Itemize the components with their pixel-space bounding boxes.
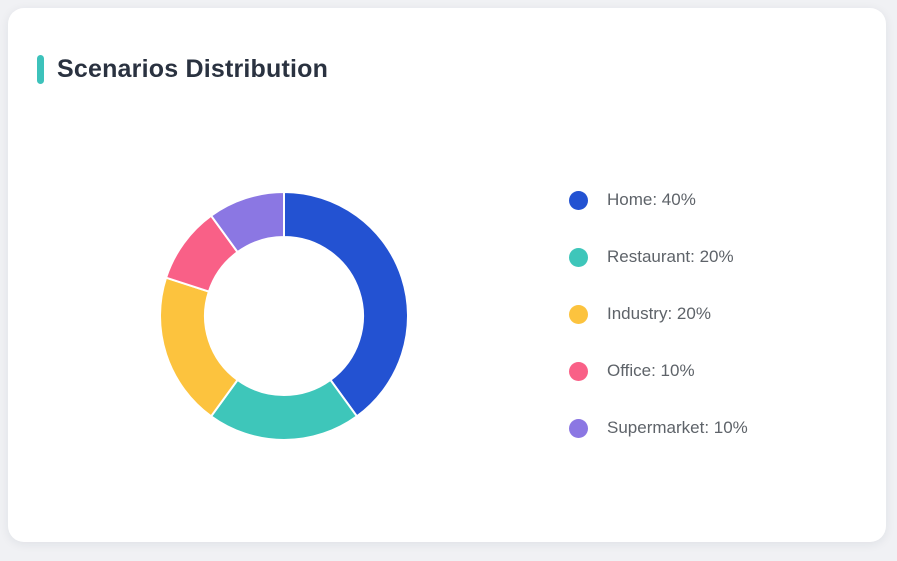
legend-marker-restaurant-icon (569, 247, 588, 267)
title-accent-bar (37, 55, 44, 84)
chart-legend: Home: 40% Restaurant: 20% Industry: 20% Off… (569, 190, 748, 475)
donut-segment-restaurant[interactable] (210, 378, 358, 441)
scenarios-distribution-card: Scenarios Distribution Home: 40% Restaura… (8, 8, 886, 542)
donut-chart (159, 191, 409, 441)
legend-item-home[interactable]: Home: 40% (569, 190, 748, 210)
legend-label: Supermarket: 10% (607, 418, 748, 437)
legend-label: Industry: 20% (607, 304, 711, 323)
legend-label: Restaurant: 20% (607, 247, 734, 266)
legend-marker-office-icon (569, 361, 588, 381)
page-title: Scenarios Distribution (57, 55, 329, 83)
donut-segment-supermarket[interactable] (210, 191, 285, 254)
legend-item-supermarket[interactable]: Supermarket: 10% (569, 418, 748, 438)
legend-marker-industry-icon (569, 304, 588, 324)
legend-item-restaurant[interactable]: Restaurant: 20% (569, 247, 748, 267)
donut-segment-home[interactable] (283, 191, 409, 418)
legend-label: Home: 40% (607, 190, 696, 209)
legend-item-office[interactable]: Office: 10% (569, 361, 748, 381)
legend-label: Office: 10% (607, 361, 695, 380)
legend-marker-home-icon (569, 190, 588, 210)
donut-segment-industry[interactable] (159, 276, 239, 418)
legend-item-industry[interactable]: Industry: 20% (569, 304, 748, 324)
legend-marker-supermarket-icon (569, 418, 588, 438)
